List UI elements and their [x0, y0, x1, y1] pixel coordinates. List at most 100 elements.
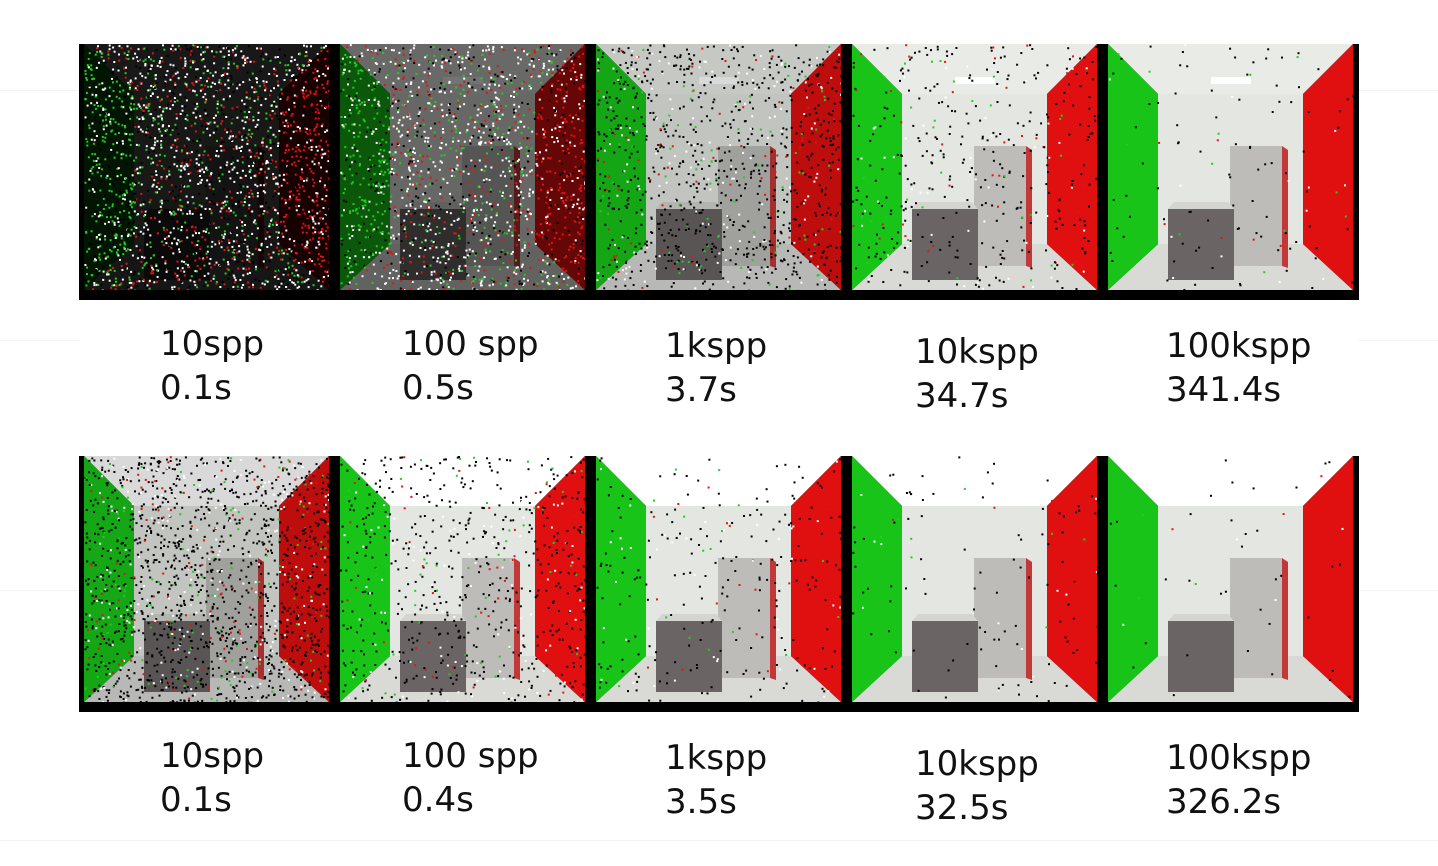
noise-sample: [529, 74, 532, 77]
noise-sample: [538, 259, 541, 261]
noise-sample: [480, 123, 483, 126]
noise-sample: [634, 96, 637, 99]
noise-sample: [279, 61, 282, 64]
noise-sample: [544, 221, 547, 224]
noise-sample: [773, 115, 776, 118]
noise-sample: [253, 87, 256, 90]
noise-sample: [260, 104, 263, 107]
noise-sample: [639, 199, 642, 202]
noise-sample: [130, 108, 133, 111]
noise-sample: [373, 228, 376, 231]
noise-sample: [343, 126, 346, 129]
noise-sample: [410, 156, 413, 158]
noise-sample: [194, 237, 197, 240]
noise-sample: [193, 102, 196, 105]
noise-sample: [238, 147, 241, 149]
noise-sample: [670, 285, 673, 288]
noise-sample: [282, 178, 285, 181]
noise-sample: [176, 99, 179, 102]
noise-sample: [685, 181, 688, 184]
noise-sample: [432, 256, 435, 259]
noise-sample: [541, 270, 544, 273]
noise-sample: [264, 171, 266, 174]
noise-sample: [426, 90, 429, 93]
noise-sample: [301, 185, 304, 188]
noise-sample: [345, 94, 348, 97]
noise-sample: [409, 177, 411, 180]
noise-sample: [253, 174, 256, 177]
noise-sample: [397, 121, 400, 124]
noise-sample: [549, 170, 552, 173]
noise-sample: [155, 185, 158, 188]
noise-sample: [423, 200, 426, 203]
noise-sample: [569, 211, 572, 214]
noise-sample: [194, 122, 197, 125]
noise-sample: [818, 205, 821, 208]
noise-sample: [146, 132, 149, 134]
noise-sample: [813, 122, 816, 125]
noise-sample: [773, 230, 776, 233]
noise-sample: [297, 183, 300, 186]
noise-sample: [200, 216, 203, 219]
noise-sample: [455, 130, 458, 133]
noise-sample: [562, 267, 565, 270]
noise-sample: [293, 165, 295, 168]
noise-sample: [265, 87, 268, 90]
noise-sample: [561, 69, 564, 72]
noise-sample: [310, 148, 313, 151]
noise-sample: [580, 139, 583, 142]
noise-sample: [328, 65, 329, 68]
noise-sample: [559, 49, 562, 52]
noise-sample: [289, 137, 292, 140]
noise-sample: [431, 182, 434, 185]
noise-sample: [360, 249, 363, 252]
noise-sample: [282, 273, 285, 276]
noise-sample: [690, 144, 693, 147]
noise-sample: [104, 136, 107, 139]
noise-sample: [523, 277, 525, 280]
noise-sample: [222, 57, 225, 59]
noise-sample: [697, 162, 700, 165]
noise-sample: [228, 137, 231, 140]
noise-sample: [515, 209, 518, 212]
noise-sample: [429, 206, 432, 209]
noise-sample: [433, 214, 436, 217]
noise-sample: [509, 73, 512, 76]
noise-sample: [527, 126, 530, 129]
noise-sample: [102, 266, 105, 269]
noise-sample: [395, 88, 398, 91]
noise-sample: [470, 136, 473, 139]
noise-sample: [244, 121, 247, 124]
noise-sample: [406, 115, 409, 118]
noise-sample: [560, 83, 563, 86]
noise-sample: [275, 114, 278, 117]
noise-sample: [218, 45, 221, 48]
noise-sample: [581, 45, 584, 48]
noise-sample: [436, 226, 439, 228]
noise-sample: [466, 198, 469, 201]
noise-sample: [662, 125, 665, 128]
noise-sample: [426, 222, 429, 225]
noise-sample: [816, 283, 819, 286]
noise-sample: [360, 101, 363, 104]
noise-sample: [225, 57, 227, 60]
noise-sample: [328, 261, 329, 264]
noise-sample: [545, 237, 548, 240]
noise-sample: [276, 182, 279, 185]
noise-sample: [695, 210, 698, 213]
noise-sample: [304, 123, 307, 126]
noise-sample: [150, 162, 153, 165]
floor: [84, 244, 329, 290]
noise-sample: [300, 89, 303, 92]
noise-sample: [322, 73, 325, 75]
noise-sample: [392, 125, 395, 128]
noise-sample: [229, 95, 231, 98]
noise-sample: [660, 156, 663, 159]
noise-sample: [784, 78, 787, 81]
noise-sample: [498, 117, 501, 120]
noise-sample: [534, 242, 537, 245]
noise-sample: [238, 205, 240, 208]
noise-sample: [346, 262, 349, 265]
render-image: [596, 44, 841, 290]
noise-sample: [250, 189, 253, 192]
